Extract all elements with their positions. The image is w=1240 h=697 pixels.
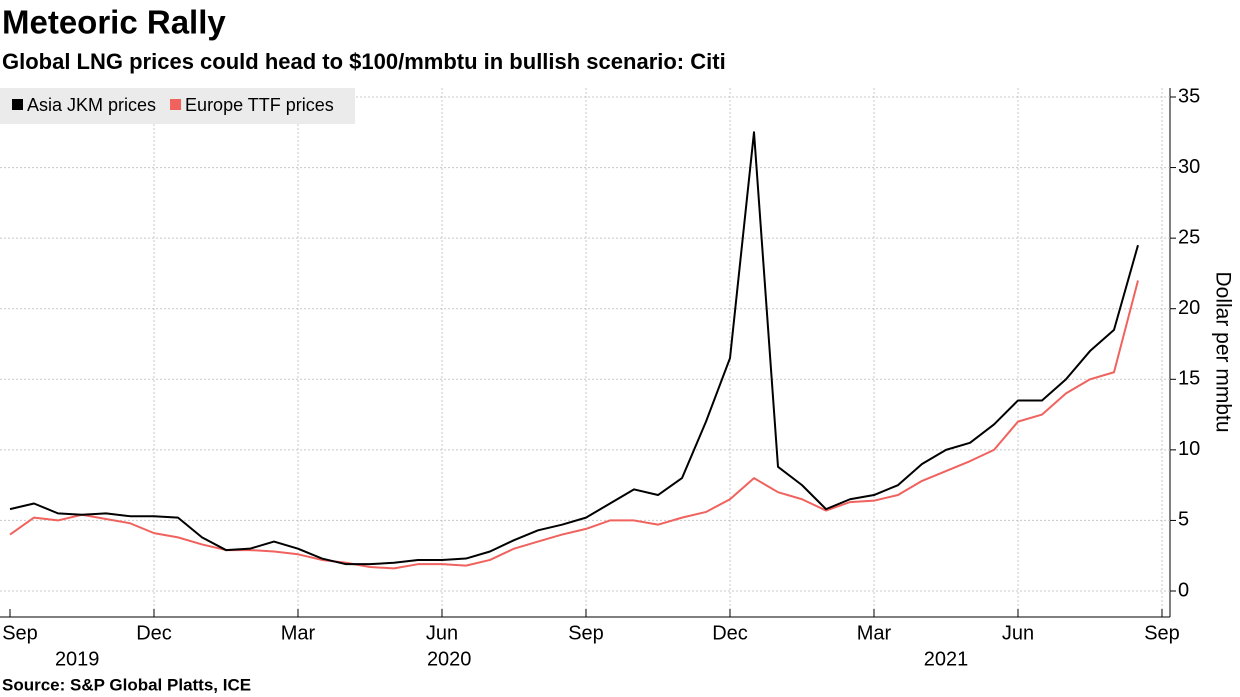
x-tick-label: Sep bbox=[2, 622, 38, 644]
y-tick-label: 25 bbox=[1178, 226, 1200, 248]
chart-title: Meteoric Rally bbox=[2, 4, 226, 41]
legend-label: Europe TTF prices bbox=[185, 95, 334, 115]
y-tick-label: 15 bbox=[1178, 368, 1200, 390]
x-tick-label: Mar bbox=[857, 622, 892, 644]
y-tick-label: 10 bbox=[1178, 438, 1200, 460]
y-axis-label: Dollar per mmbtu bbox=[1211, 271, 1234, 432]
x-tick-label: Sep bbox=[568, 622, 604, 644]
y-tick-label: 5 bbox=[1178, 509, 1189, 531]
y-tick-label: 20 bbox=[1178, 297, 1200, 319]
x-tick-label: Dec bbox=[136, 622, 172, 644]
x-year-label: 2021 bbox=[924, 648, 969, 670]
x-tick-label: Mar bbox=[281, 622, 316, 644]
series-line bbox=[9, 131, 1139, 566]
x-tick-label: Sep bbox=[1144, 622, 1180, 644]
x-year-label: 2019 bbox=[55, 648, 100, 670]
x-tick-label: Jun bbox=[426, 622, 458, 644]
series-line bbox=[9, 280, 1139, 570]
chart-subtitle: Global LNG prices could head to $100/mmb… bbox=[2, 49, 726, 74]
legend-swatch bbox=[12, 99, 23, 110]
y-tick-label: 35 bbox=[1178, 85, 1200, 107]
legend-swatch bbox=[170, 99, 182, 110]
x-tick-label: Dec bbox=[712, 622, 748, 644]
y-tick-label: 0 bbox=[1178, 579, 1189, 601]
source: Source: S&P Global Platts, ICE bbox=[2, 675, 251, 694]
x-tick-label: Jun bbox=[1002, 622, 1034, 644]
legend-label: Asia JKM prices bbox=[27, 95, 156, 115]
x-year-label: 2020 bbox=[427, 648, 472, 670]
y-tick-label: 30 bbox=[1178, 156, 1200, 178]
